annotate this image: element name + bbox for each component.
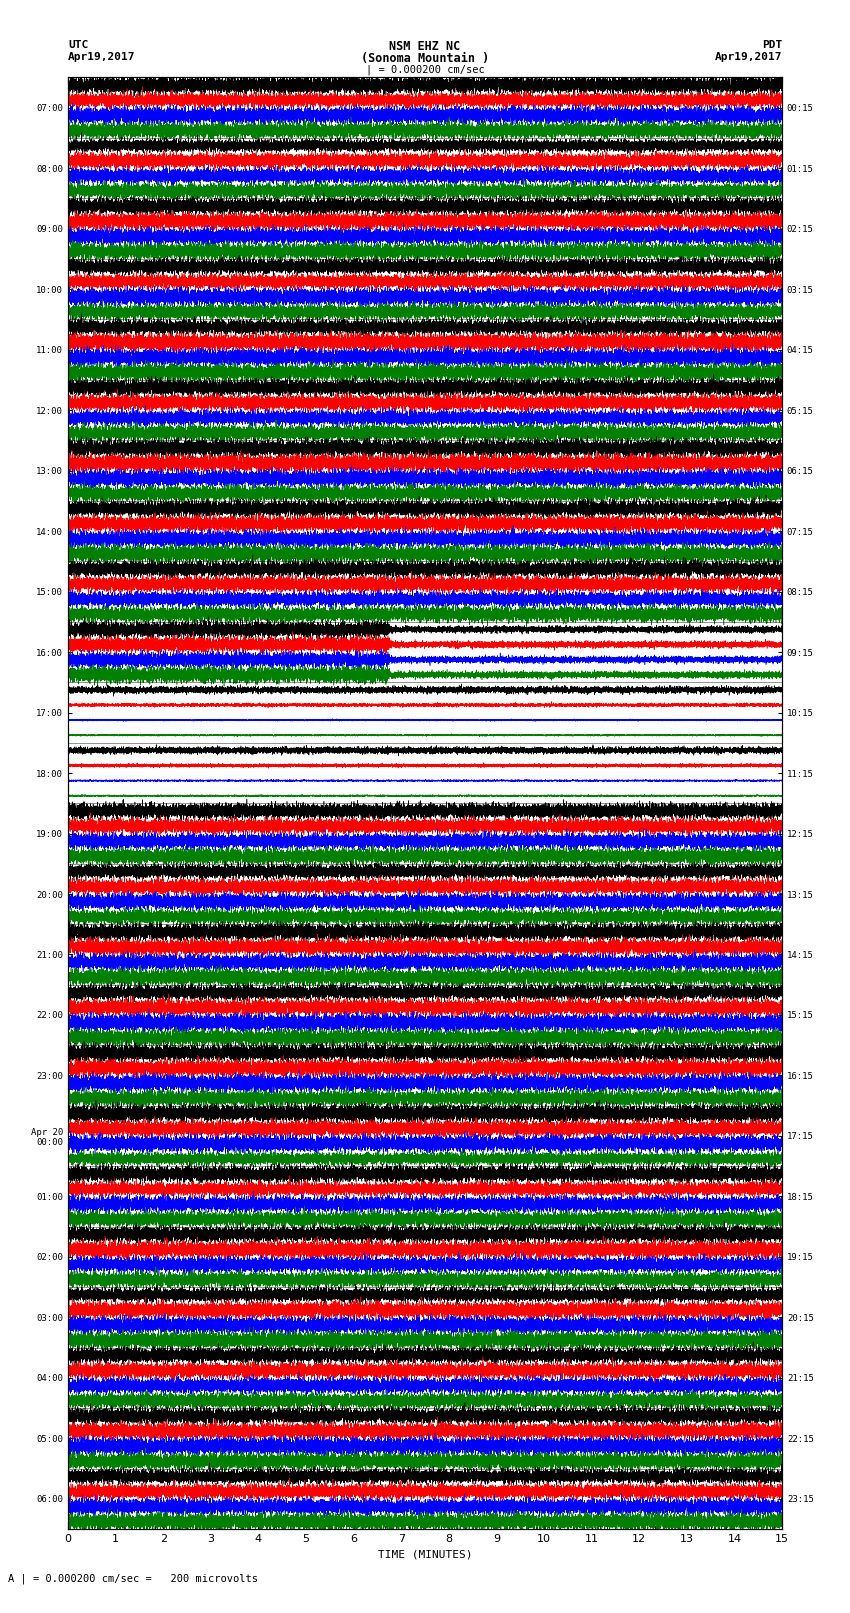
Text: PDT: PDT <box>762 40 782 50</box>
Text: (Sonoma Mountain ): (Sonoma Mountain ) <box>361 52 489 65</box>
Text: | = 0.000200 cm/sec: | = 0.000200 cm/sec <box>366 65 484 76</box>
Text: A | = 0.000200 cm/sec =   200 microvolts: A | = 0.000200 cm/sec = 200 microvolts <box>8 1573 258 1584</box>
Text: UTC: UTC <box>68 40 88 50</box>
Text: NSM EHZ NC: NSM EHZ NC <box>389 40 461 53</box>
X-axis label: TIME (MINUTES): TIME (MINUTES) <box>377 1550 473 1560</box>
Text: Apr19,2017: Apr19,2017 <box>715 52 782 61</box>
Text: Apr19,2017: Apr19,2017 <box>68 52 135 61</box>
